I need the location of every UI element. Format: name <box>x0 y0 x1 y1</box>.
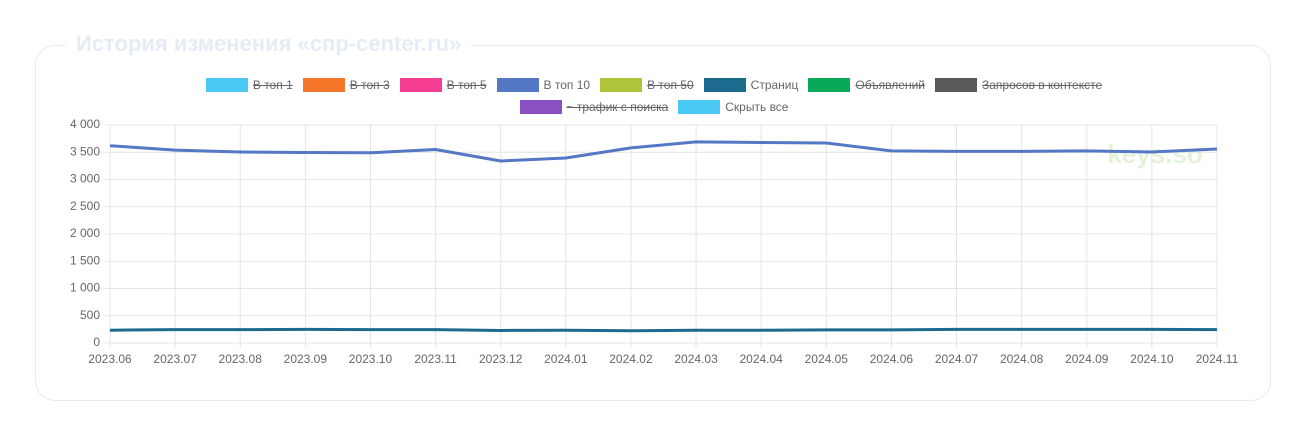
y-tick-label: 2 000 <box>70 226 100 240</box>
card <box>35 45 1271 401</box>
legend-label: Страниц <box>750 78 799 92</box>
legend-label: ~ трафик с поиска <box>566 100 669 114</box>
x-tick-label: 2023.06 <box>88 352 132 366</box>
legend-swatch <box>205 78 248 92</box>
x-tick-label: 2024.02 <box>609 352 653 366</box>
legend-swatch <box>302 78 345 92</box>
legend-swatch <box>808 78 851 92</box>
x-tick-label: 2024.09 <box>1065 352 1109 366</box>
y-tick-label: 1 000 <box>70 281 100 295</box>
legend-item[interactable]: В топ 3 <box>302 78 390 92</box>
x-tick-label: 2024.11 <box>1196 352 1239 366</box>
card-title: История изменения «спр-center.ru» <box>66 30 472 58</box>
legend-label: В топ 1 <box>252 78 293 92</box>
series-line <box>109 140 1218 163</box>
series-line <box>109 327 1218 333</box>
legend-swatch <box>519 100 562 114</box>
legend-swatch <box>703 78 746 92</box>
legend-item[interactable]: ~ трафик с поиска <box>519 100 669 114</box>
legend-label: В топ 50 <box>647 78 694 92</box>
legend-swatch <box>399 78 442 92</box>
x-tick-label: 2024.06 <box>870 352 914 366</box>
legend-label: Скрыть все <box>725 100 789 114</box>
x-tick-label: 2023.09 <box>284 352 328 366</box>
x-tick-label: 2023.10 <box>349 352 393 366</box>
legend-swatch <box>496 78 539 92</box>
x-tick-label: 2023.07 <box>153 352 197 366</box>
x-tick-label: 2024.08 <box>1000 352 1044 366</box>
y-tick-label: 0 <box>93 335 100 349</box>
x-tick-label: 2024.10 <box>1130 352 1174 366</box>
x-tick-label: 2024.05 <box>805 352 849 366</box>
y-tick-label: 4 000 <box>70 117 100 131</box>
x-tick-label: 2024.04 <box>739 352 783 366</box>
legend-swatch <box>935 78 977 92</box>
x-tick-label: 2024.03 <box>674 352 718 366</box>
legend-swatch <box>678 100 721 114</box>
legend-item[interactable]: Страниц <box>703 78 799 92</box>
x-tick-label: 2023.11 <box>414 352 457 366</box>
y-tick-label: 3 500 <box>70 144 100 158</box>
y-tick-label: 3 000 <box>70 172 100 186</box>
legend-item[interactable]: Объявлений <box>808 78 925 92</box>
legend-label: В топ 3 <box>349 78 390 92</box>
x-tick-label: 2023.08 <box>219 352 263 366</box>
y-tick-label: 2 500 <box>70 199 100 213</box>
legend: В топ 1 В топ 3 В топ 5 В топ 10 В топ 50 Стр… <box>124 78 1184 114</box>
legend-label: Запросов в контексте <box>982 78 1103 92</box>
legend-swatch <box>600 78 643 92</box>
legend-item[interactable]: В топ 1 <box>205 78 293 92</box>
legend-item[interactable]: Запросов в контексте <box>935 78 1102 92</box>
legend-item[interactable]: В топ 5 <box>399 78 487 92</box>
legend-item[interactable]: Скрыть все <box>678 100 788 114</box>
watermark: keys.so <box>1107 139 1202 169</box>
legend-label: В топ 5 <box>446 78 487 92</box>
y-tick-label: 1 500 <box>70 253 100 267</box>
legend-label: В топ 10 <box>543 78 591 92</box>
x-tick-label: 2023.12 <box>479 352 523 366</box>
x-tick-label: 2024.01 <box>544 352 588 366</box>
y-tick-label: 500 <box>80 308 100 322</box>
legend-item[interactable]: В топ 50 <box>600 78 694 92</box>
legend-item[interactable]: В топ 10 <box>496 78 591 92</box>
x-tick-label: 2024.07 <box>935 352 979 366</box>
legend-label: Объявлений <box>855 78 925 92</box>
